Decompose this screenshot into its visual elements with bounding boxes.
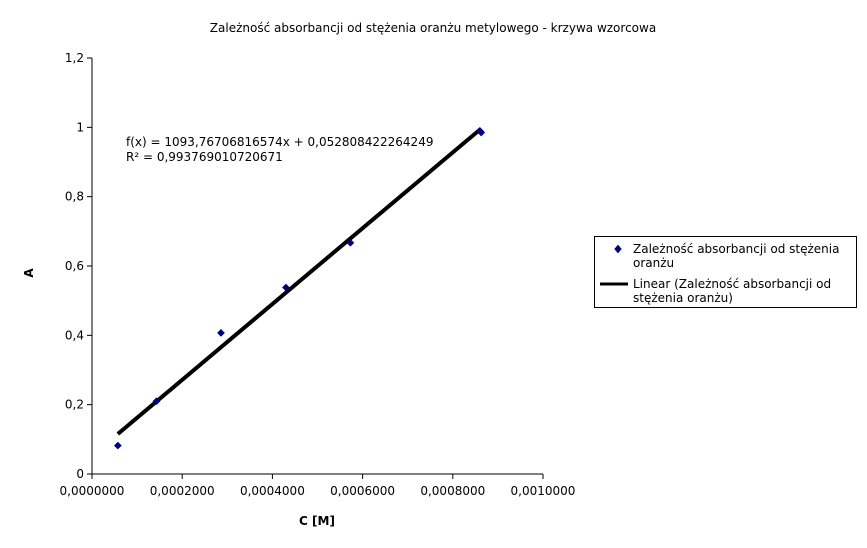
trendline-group [116, 128, 482, 436]
y-tick-label: 1,2 [65, 51, 84, 65]
data-point [217, 328, 225, 337]
x-ticks: 0,0000000 0,0002000 0,0004000 0,0006000 0,00… [60, 474, 576, 498]
legend: Zależność absorbancji od stężenia oranżu… [594, 236, 857, 308]
y-tick-label: 0,2 [65, 398, 84, 412]
x-axis-title: C [M] [299, 514, 335, 528]
x-tick-label: 0,0002000 [150, 484, 215, 498]
legend-trendline-label: Linear (Zależność absorbancji od stężeni… [633, 277, 832, 305]
line-swatch-icon [600, 282, 628, 286]
data-points [113, 126, 486, 450]
y-axis-title: A [22, 268, 36, 278]
y-tick-label: 0 [76, 467, 84, 481]
y-tick-label: 0,4 [65, 328, 84, 342]
x-tick-label: 0,0010000 [511, 484, 576, 498]
y-tick-label: 0,6 [65, 259, 84, 273]
y-ticks: 0 0,2 0,4 0,6 0,8 1 1,2 [65, 51, 92, 481]
data-point [477, 128, 486, 137]
trendline-r-squared: R² = 0,993769010720671 [126, 150, 283, 164]
data-point [152, 397, 161, 406]
data-point [113, 441, 122, 450]
x-tick-label: 0,0008000 [420, 484, 485, 498]
chart-title: Zależność absorbancji od stężenia oranżu… [210, 21, 656, 35]
trendline-equation: f(x) = 1093,76706816574x + 0,05280842226… [126, 135, 433, 149]
data-point [346, 238, 355, 247]
diamond-marker-icon [614, 244, 622, 254]
y-tick-label: 1 [76, 120, 84, 134]
data-point [281, 283, 290, 292]
y-tick-label: 0,8 [65, 190, 84, 204]
legend-series-label: Zależność absorbancji od stężenia oranżu [633, 242, 840, 270]
trendline [116, 128, 482, 436]
x-tick-label: 0,0000000 [60, 484, 125, 498]
x-tick-label: 0,0006000 [330, 484, 395, 498]
x-tick-label: 0,0004000 [240, 484, 305, 498]
